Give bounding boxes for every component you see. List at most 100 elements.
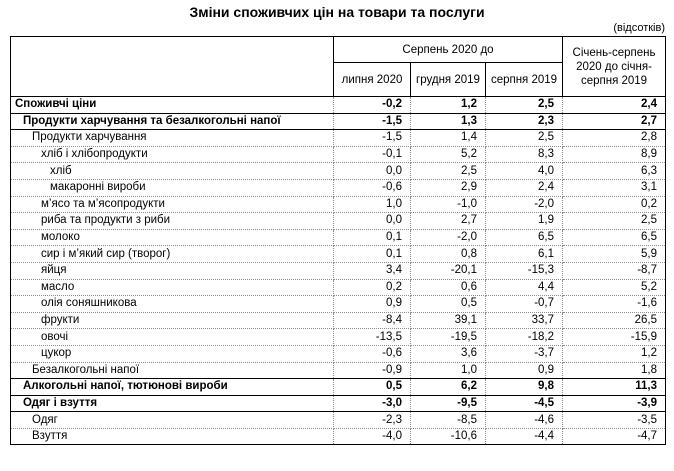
row-label: Взуття: [10, 427, 334, 446]
value-cell: 1,0: [410, 361, 486, 380]
value-cell: 6,5: [562, 228, 667, 247]
table-row: риба та продукти з риби 0,0 2,7 1,9 2,5: [10, 212, 667, 230]
value-cell: 2,4: [562, 96, 667, 114]
value-cell: 0,1: [333, 245, 411, 263]
row-label: фрукти: [10, 311, 334, 330]
row-label: цукор: [10, 344, 334, 363]
value-cell: 0,1: [333, 228, 411, 247]
value-cell: 33,7: [484, 311, 564, 330]
value-cell: 5,2: [410, 145, 486, 164]
value-cell: -15,9: [562, 328, 667, 346]
value-cell: 2,5: [484, 96, 564, 114]
value-cell: -3,0: [333, 394, 411, 413]
value-cell: 5,9: [562, 245, 667, 263]
value-cell: 3,4: [333, 261, 411, 280]
value-cell: -2,3: [333, 411, 411, 429]
table-row: Алкогольні напої, тютюнові вироби 0,5 6,2 9…: [10, 378, 667, 396]
value-cell: 0,2: [562, 195, 667, 214]
table-row: молоко 0,1 -2,0 6,5 6,5: [10, 228, 667, 247]
subcolumn-header-dec2019: грудня 2019: [410, 62, 486, 97]
value-cell: -9,5: [410, 394, 486, 413]
value-cell: -2,0: [484, 195, 564, 214]
value-cell: 1,3: [410, 112, 486, 131]
table-row: цукор -0,6 3,6 -3,7 1,2: [10, 344, 667, 363]
value-cell: 2,3: [484, 112, 564, 131]
value-cell: 5,2: [562, 278, 667, 297]
corner-cell: [10, 36, 334, 97]
table-row: овочі -13,5 -19,5 -18,2 -15,9: [10, 328, 667, 346]
value-cell: -20,1: [410, 261, 486, 280]
value-cell: 39,1: [410, 311, 486, 330]
consumer-price-table: Серпень 2020 до Січень-серпень 2020 до с…: [10, 36, 667, 446]
value-cell: 8,9: [562, 145, 667, 164]
value-cell: 11,3: [562, 378, 667, 396]
page-title: Зміни споживчих цін на товари та послуги: [189, 4, 485, 20]
table-row: масло 0,2 0,6 4,4 5,2: [10, 278, 667, 297]
unit-note: (відсотків): [613, 22, 665, 34]
value-cell: -8,5: [410, 411, 486, 429]
value-cell: -8,4: [333, 311, 411, 330]
value-cell: -4,7: [562, 427, 667, 446]
value-cell: 1,9: [484, 212, 564, 230]
value-cell: -1,6: [562, 295, 667, 313]
value-cell: 2,4: [484, 178, 564, 197]
value-cell: -4,6: [484, 411, 564, 429]
value-cell: -10,6: [410, 427, 486, 446]
value-cell: -0,9: [333, 361, 411, 380]
row-label: Одяг: [10, 411, 334, 429]
value-cell: 0,0: [333, 162, 411, 180]
value-cell: 6,2: [410, 378, 486, 396]
table-row: Одяг -2,3 -8,5 -4,6 -3,5: [10, 411, 667, 429]
row-label: Продукти харчування та безалкогольні нап…: [10, 112, 334, 131]
table-row: яйця 3,4 -20,1 -15,3 -8,7: [10, 261, 667, 280]
table-row: м’ясо та м’ясопродукти 1,0 -1,0 -2,0 0,2: [10, 195, 667, 214]
value-cell: 0,2: [333, 278, 411, 297]
value-cell: -3,7: [484, 344, 564, 363]
value-cell: -0,7: [484, 295, 564, 313]
value-cell: -4,0: [333, 427, 411, 446]
row-label: яйця: [10, 261, 334, 280]
value-cell: 2,5: [562, 212, 667, 230]
table-row: Споживчі ціни -0,2 1,2 2,5 2,4: [10, 96, 667, 114]
value-cell: 0,0: [333, 212, 411, 230]
value-cell: -18,2: [484, 328, 564, 346]
table-header: Серпень 2020 до Січень-серпень 2020 до с…: [10, 36, 667, 97]
value-cell: -3,9: [562, 394, 667, 413]
value-cell: -4,4: [484, 427, 564, 446]
value-cell: 0,8: [410, 245, 486, 263]
table-row: хліб 0,0 2,5 4,0 6,3: [10, 162, 667, 180]
value-cell: -8,7: [562, 261, 667, 280]
value-cell: -1,0: [410, 195, 486, 214]
value-cell: -0,1: [333, 145, 411, 164]
value-cell: 2,5: [484, 129, 564, 147]
value-cell: -1,5: [333, 129, 411, 147]
value-cell: 1,2: [562, 344, 667, 363]
value-cell: 3,1: [562, 178, 667, 197]
row-label: сир і м’який сир (творог): [10, 245, 334, 263]
value-cell: 0,9: [333, 295, 411, 313]
value-cell: 2,5: [410, 162, 486, 180]
value-cell: 0,9: [484, 361, 564, 380]
table-row: фрукти -8,4 39,1 33,7 26,5: [10, 311, 667, 330]
value-cell: 9,8: [484, 378, 564, 396]
row-label: молоко: [10, 228, 334, 247]
value-cell: 1,0: [333, 195, 411, 214]
table-body: Споживчі ціни -0,2 1,2 2,5 2,4 Продукти харчу…: [10, 96, 667, 446]
row-label: хліб: [10, 162, 334, 180]
row-label: Безалкогольні напої: [10, 361, 334, 380]
table-row: Продукти харчування -1,5 1,4 2,5 2,8: [10, 129, 667, 147]
table-row: олія соняшникова 0,9 0,5 -0,7 -1,6: [10, 295, 667, 313]
table-row: Одяг і взуття -3,0 -9,5 -4,5 -3,9: [10, 394, 667, 413]
value-cell: 1,2: [410, 96, 486, 114]
value-cell: 8,3: [484, 145, 564, 164]
row-label: овочі: [10, 328, 334, 346]
table-row: макаронні вироби -0,6 2,9 2,4 3,1: [10, 178, 667, 197]
value-cell: 4,0: [484, 162, 564, 180]
value-cell: 1,8: [562, 361, 667, 380]
row-label: макаронні вироби: [10, 178, 334, 197]
value-cell: -1,5: [333, 112, 411, 131]
value-cell: 2,8: [562, 129, 667, 147]
value-cell: 26,5: [562, 311, 667, 330]
value-cell: 4,4: [484, 278, 564, 297]
